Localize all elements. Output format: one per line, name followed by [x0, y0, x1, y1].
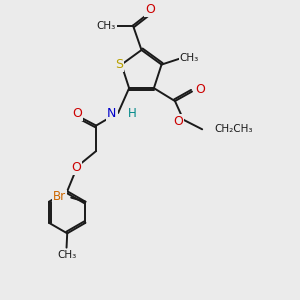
Text: N: N	[107, 107, 116, 121]
Text: CH₃: CH₃	[97, 20, 116, 31]
Text: Br: Br	[52, 190, 66, 203]
Text: CH₃: CH₃	[180, 53, 199, 64]
Text: CH₂CH₃: CH₂CH₃	[214, 124, 253, 134]
Text: O: O	[71, 161, 81, 174]
Text: O: O	[145, 3, 155, 16]
Text: H: H	[128, 107, 136, 121]
Text: O: O	[173, 115, 183, 128]
Text: CH₃: CH₃	[57, 250, 76, 260]
Text: S: S	[115, 58, 123, 71]
Text: O: O	[195, 83, 205, 96]
Text: O: O	[72, 107, 82, 120]
